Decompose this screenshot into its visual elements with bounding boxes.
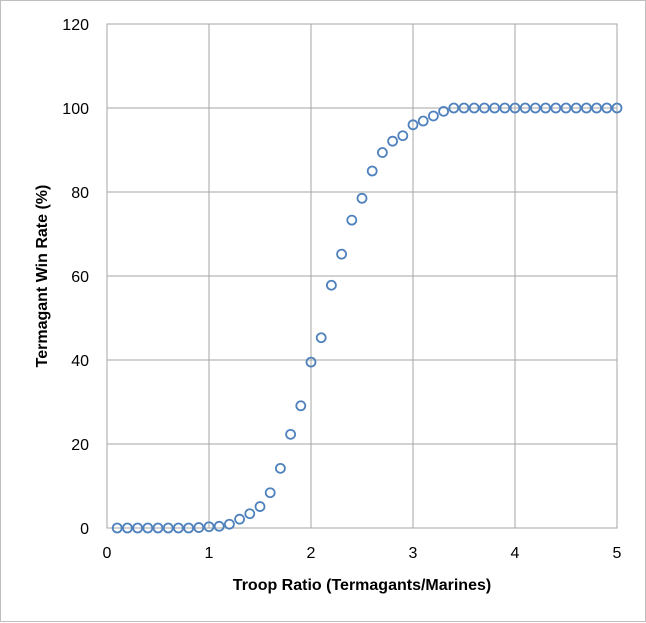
data-point xyxy=(203,521,215,533)
data-point xyxy=(489,102,501,114)
y-tick-label: 40 xyxy=(71,353,89,370)
y-tick-label: 120 xyxy=(62,17,89,34)
data-point xyxy=(305,356,317,368)
data-point xyxy=(295,400,307,412)
y-tick-label: 100 xyxy=(62,101,89,118)
data-point xyxy=(336,248,348,260)
data-point xyxy=(611,102,623,114)
data-point xyxy=(234,513,246,525)
data-point xyxy=(193,522,205,533)
data-point xyxy=(213,520,225,532)
data-point xyxy=(550,102,562,114)
x-tick-label: 5 xyxy=(613,545,622,562)
data-point xyxy=(448,102,460,114)
data-point xyxy=(387,135,399,147)
data-point xyxy=(285,428,297,440)
y-tick-label: 0 xyxy=(80,521,89,538)
data-point xyxy=(581,102,592,114)
data-point xyxy=(601,102,613,114)
data-point xyxy=(274,462,286,474)
data-point xyxy=(122,522,133,534)
data-point xyxy=(111,522,123,534)
data-point xyxy=(570,102,582,114)
data-point xyxy=(591,102,602,114)
tick-labels: 0 1 2 3 4 5 0 20 40 60 80 100 120 xyxy=(62,17,621,562)
data-point xyxy=(427,110,439,122)
x-tick-label: 3 xyxy=(409,545,418,562)
x-tick-label: 1 xyxy=(205,545,214,562)
data-point xyxy=(325,279,337,291)
data-point xyxy=(407,119,419,131)
data-point xyxy=(183,522,195,534)
data-point xyxy=(132,522,144,534)
data-point xyxy=(397,130,409,142)
data-point xyxy=(152,522,164,534)
data-point xyxy=(560,102,572,114)
data-point xyxy=(366,165,378,177)
data-point xyxy=(468,102,480,114)
data-point xyxy=(172,522,184,534)
data-point xyxy=(417,115,429,127)
data-point xyxy=(244,508,256,520)
data-point xyxy=(540,102,551,114)
data-point xyxy=(254,501,266,512)
y-axis-title: Termagant Win Rate (%) xyxy=(34,185,51,368)
data-point xyxy=(519,102,531,114)
x-tick-label: 0 xyxy=(103,545,112,562)
data-point xyxy=(509,102,521,114)
y-tick-label: 60 xyxy=(71,269,89,286)
plot-area-border xyxy=(106,23,618,529)
y-tick-label: 80 xyxy=(71,185,89,202)
grid-lines xyxy=(106,23,618,529)
data-point xyxy=(223,518,235,530)
data-point xyxy=(458,102,470,114)
y-tick-label: 20 xyxy=(71,437,89,454)
data-point xyxy=(376,147,388,158)
x-tick-label: 2 xyxy=(307,545,316,562)
data-point xyxy=(264,487,276,499)
data-point xyxy=(142,522,154,534)
data-point xyxy=(499,102,511,114)
data-point xyxy=(530,102,541,114)
x-axis-title: Troop Ratio (Termagants/Marines) xyxy=(233,577,491,594)
data-markers xyxy=(111,102,623,534)
x-tick-label: 4 xyxy=(511,545,520,562)
data-point xyxy=(478,102,490,114)
data-point xyxy=(356,192,368,204)
data-point xyxy=(162,522,174,534)
data-point xyxy=(438,105,450,117)
data-point xyxy=(346,214,358,226)
data-point xyxy=(315,332,327,344)
